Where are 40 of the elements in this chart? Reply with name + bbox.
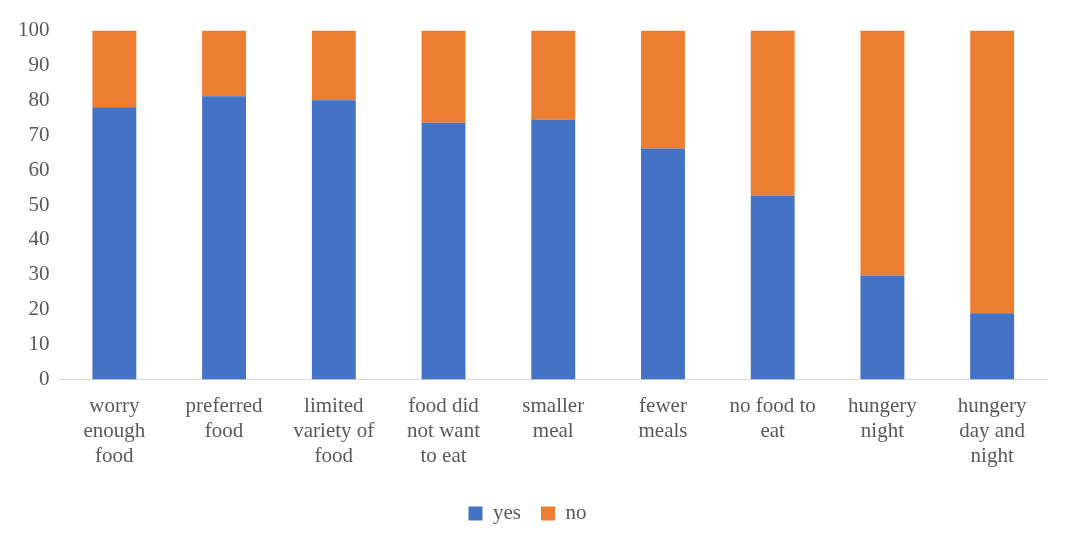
x-tick-label: worry enough food [83,392,146,467]
y-tick-label: 0 [39,365,50,390]
y-tick-label: 100 [18,17,50,42]
bar [421,30,466,123]
bar [531,119,576,380]
y-tick-label: 90 [28,52,50,76]
y-tick-label: 10 [28,331,50,356]
y-tick-label: 60 [28,156,50,181]
bar [970,313,1015,380]
bar [202,96,247,380]
bar [92,30,137,108]
bar [311,100,356,380]
bar [92,107,137,380]
bar [860,30,905,276]
y-tick-label: 20 [28,296,50,321]
bar [970,30,1015,314]
bar [421,122,466,380]
bar [750,30,795,196]
x-tick-label: limited variety of food [293,392,375,467]
x-tick-label: fewer meals [638,392,688,442]
y-tick-label: 40 [28,226,50,251]
bar [750,195,795,380]
bar [531,30,576,120]
y-tick-label: 70 [28,121,50,146]
bar [202,30,247,97]
x-tick-label: hungery night [848,392,918,442]
x-tick-label: food did not want to eat [407,392,481,467]
x-tick-label: no food to eat [729,392,816,442]
bar [641,148,685,380]
x-tick-label: preferred food [185,392,264,442]
x-tick-label: hungery day and night [957,392,1028,467]
bar [311,30,356,101]
bar [860,275,905,380]
bar [641,30,685,149]
y-tick-label: 30 [28,261,50,286]
y-tick-label: 80 [28,86,50,111]
legend-label: no [565,500,587,525]
y-tick-label: 50 [28,191,50,216]
legend-label: yes [493,500,521,525]
x-tick-label: smaller meal [522,392,585,442]
